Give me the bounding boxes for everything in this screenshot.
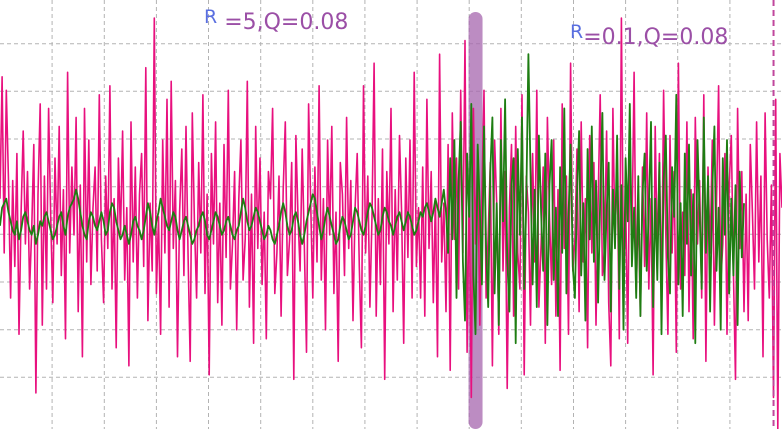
series-filtered-line	[0, 53, 745, 345]
annotation-left-text: =5,Q=0.08	[217, 10, 349, 35]
series-layer	[0, 17, 782, 429]
annotation-right-text: =0.1,Q=0.08	[583, 25, 729, 50]
annotation-right-r: R	[570, 21, 584, 43]
annotation-right: R=0.1,Q=0.08	[570, 21, 729, 50]
annotation-left-r: R	[204, 6, 218, 28]
annotation-left: R =5,Q=0.08	[204, 6, 349, 35]
